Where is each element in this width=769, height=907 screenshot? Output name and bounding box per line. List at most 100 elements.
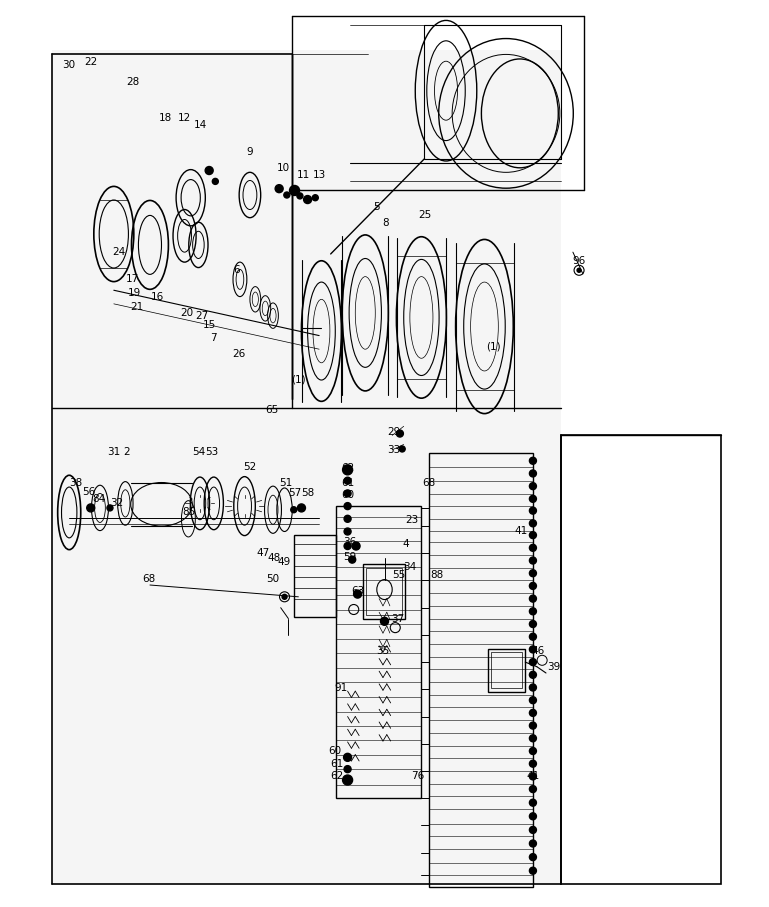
Circle shape xyxy=(312,195,318,200)
Circle shape xyxy=(529,826,537,834)
Text: 10: 10 xyxy=(276,162,290,173)
Circle shape xyxy=(529,570,537,577)
Circle shape xyxy=(529,557,537,564)
Text: 58: 58 xyxy=(301,487,315,498)
Circle shape xyxy=(354,590,361,598)
Circle shape xyxy=(529,735,537,742)
Bar xyxy=(488,649,525,692)
Text: (1): (1) xyxy=(486,341,501,352)
Text: 23: 23 xyxy=(404,514,418,525)
Text: 29: 29 xyxy=(387,426,401,437)
Text: 2: 2 xyxy=(124,446,130,457)
Text: 52: 52 xyxy=(243,462,257,473)
Bar xyxy=(366,568,402,615)
Circle shape xyxy=(352,542,360,550)
Text: 12: 12 xyxy=(178,112,191,123)
Bar xyxy=(363,564,405,619)
Text: 96: 96 xyxy=(572,256,586,267)
Text: 84: 84 xyxy=(92,493,105,504)
Circle shape xyxy=(529,840,537,847)
Circle shape xyxy=(344,528,351,535)
Circle shape xyxy=(529,633,537,640)
Circle shape xyxy=(291,507,297,512)
Circle shape xyxy=(205,167,213,174)
Circle shape xyxy=(529,697,537,704)
Circle shape xyxy=(344,766,351,773)
Circle shape xyxy=(381,618,388,625)
Bar xyxy=(491,652,522,688)
Circle shape xyxy=(344,490,351,497)
Circle shape xyxy=(212,179,218,184)
Text: 13: 13 xyxy=(312,170,326,180)
Text: 25: 25 xyxy=(418,210,432,220)
Circle shape xyxy=(282,594,287,600)
Text: 24: 24 xyxy=(112,247,126,258)
Circle shape xyxy=(529,773,537,780)
Circle shape xyxy=(529,470,537,477)
Text: (1): (1) xyxy=(291,374,306,385)
Text: 27: 27 xyxy=(195,310,209,321)
Circle shape xyxy=(284,192,290,198)
Text: 38: 38 xyxy=(68,477,82,488)
Circle shape xyxy=(529,582,537,590)
Circle shape xyxy=(342,464,353,475)
Text: 85: 85 xyxy=(181,507,195,518)
Text: 49: 49 xyxy=(278,557,291,568)
Circle shape xyxy=(529,608,537,615)
Text: 37: 37 xyxy=(391,613,404,624)
Text: 32: 32 xyxy=(110,498,124,509)
Circle shape xyxy=(304,196,311,203)
Text: 6: 6 xyxy=(234,265,240,276)
Bar xyxy=(429,454,533,887)
Circle shape xyxy=(529,595,537,602)
Circle shape xyxy=(344,515,351,522)
Text: 65: 65 xyxy=(265,405,278,415)
Circle shape xyxy=(529,483,537,490)
Bar xyxy=(294,535,336,617)
Text: 4: 4 xyxy=(403,539,409,550)
Circle shape xyxy=(529,709,537,717)
Text: 33: 33 xyxy=(387,444,401,455)
Text: 91: 91 xyxy=(334,682,348,693)
Text: 76: 76 xyxy=(411,771,424,782)
Text: 51: 51 xyxy=(279,477,293,488)
Circle shape xyxy=(529,507,537,514)
Circle shape xyxy=(529,747,537,755)
Text: 5: 5 xyxy=(374,201,380,212)
Circle shape xyxy=(529,495,537,502)
Text: 60: 60 xyxy=(328,746,342,756)
Circle shape xyxy=(342,775,353,785)
Text: 68: 68 xyxy=(422,478,436,489)
Circle shape xyxy=(87,504,95,512)
Circle shape xyxy=(529,684,537,691)
Text: 34: 34 xyxy=(403,561,417,572)
Text: 30: 30 xyxy=(62,60,76,71)
Circle shape xyxy=(297,193,303,199)
Text: 22: 22 xyxy=(84,56,98,67)
Circle shape xyxy=(396,430,404,437)
Text: 19: 19 xyxy=(128,288,141,298)
Circle shape xyxy=(348,556,356,563)
Text: 61: 61 xyxy=(330,758,344,769)
Text: 88: 88 xyxy=(430,570,444,580)
Circle shape xyxy=(344,502,351,510)
Circle shape xyxy=(529,722,537,729)
Text: 62: 62 xyxy=(341,463,355,473)
Text: 16: 16 xyxy=(151,292,165,303)
Circle shape xyxy=(344,754,351,761)
Text: 62: 62 xyxy=(330,771,344,782)
Text: 48: 48 xyxy=(268,552,281,563)
Text: 36: 36 xyxy=(343,537,357,548)
Circle shape xyxy=(529,532,537,539)
Polygon shape xyxy=(52,50,561,884)
Text: 55: 55 xyxy=(391,570,405,580)
Text: 41: 41 xyxy=(526,771,540,782)
Circle shape xyxy=(529,544,537,551)
Text: 60: 60 xyxy=(341,490,355,501)
Text: 59: 59 xyxy=(343,551,357,562)
Text: 11: 11 xyxy=(297,170,311,180)
Bar xyxy=(336,506,421,798)
Circle shape xyxy=(529,520,537,527)
Text: 68: 68 xyxy=(141,573,155,584)
Circle shape xyxy=(529,658,537,666)
